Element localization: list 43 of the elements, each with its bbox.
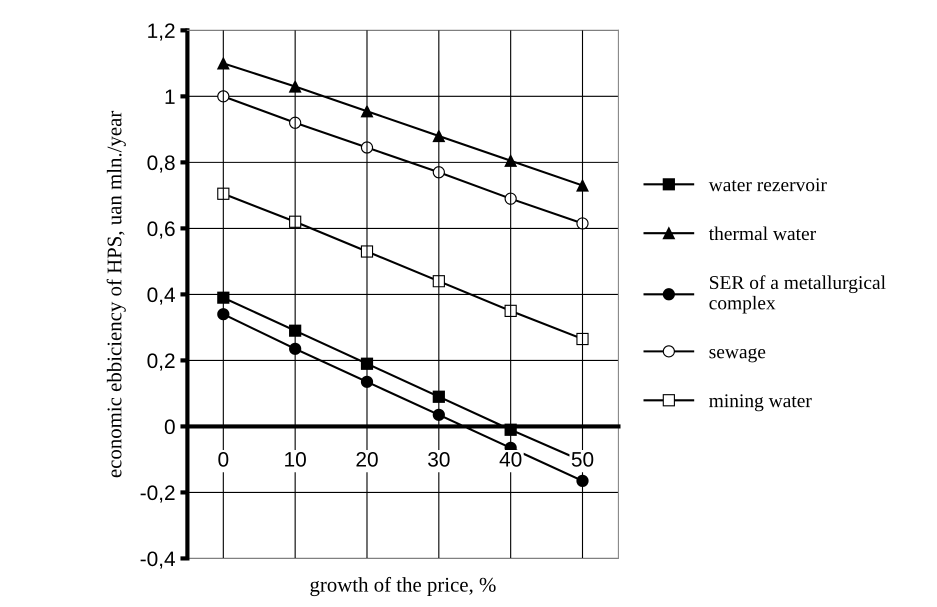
point xyxy=(576,217,589,230)
legend-label: mining water xyxy=(709,394,812,412)
y-axis-title: economic ebbiciency of HPS, uan mln./year xyxy=(106,110,126,478)
x-tick-label: 0 xyxy=(218,452,228,467)
point xyxy=(217,90,230,102)
legend-label: sewage xyxy=(710,348,766,362)
point xyxy=(289,342,302,355)
point xyxy=(217,188,230,200)
x-axis-title: growth of the price, % xyxy=(310,576,496,596)
y-tick-label: 1,2 xyxy=(148,23,175,41)
y-tick-label: 0,8 xyxy=(147,155,175,173)
point xyxy=(360,141,374,154)
y-tick-label: 0 xyxy=(164,419,175,434)
point xyxy=(217,308,230,320)
y-tick-label: 0,4 xyxy=(147,287,175,305)
point xyxy=(432,408,445,421)
point xyxy=(576,474,589,487)
point xyxy=(432,275,445,288)
y-tick-label: 1 xyxy=(166,90,175,104)
point xyxy=(289,116,302,129)
point xyxy=(360,358,374,370)
legend-label: thermal water xyxy=(708,226,816,240)
point xyxy=(360,376,374,388)
point xyxy=(504,192,517,205)
y-tick-label: -0,2 xyxy=(140,485,175,503)
point xyxy=(504,304,517,318)
point xyxy=(432,166,445,178)
y-tick-label: 0,2 xyxy=(147,353,175,371)
x-tick-label: 20 xyxy=(356,452,378,467)
y-tick-label: -0,4 xyxy=(140,551,175,569)
point xyxy=(504,424,517,436)
point xyxy=(432,390,445,403)
point xyxy=(504,154,517,167)
point xyxy=(217,292,230,304)
legend-label: SER of a metallurgical complex xyxy=(709,275,886,314)
x-tick-label: 50 xyxy=(572,452,594,467)
point xyxy=(289,324,302,337)
point xyxy=(289,216,302,228)
x-tick-label: 30 xyxy=(428,452,450,467)
x-tick-label: 40 xyxy=(500,452,522,467)
x-tick-label: 10 xyxy=(285,452,306,467)
y-tick-label: 0,6 xyxy=(147,221,175,239)
legend-label: water rezervoir xyxy=(708,178,827,192)
